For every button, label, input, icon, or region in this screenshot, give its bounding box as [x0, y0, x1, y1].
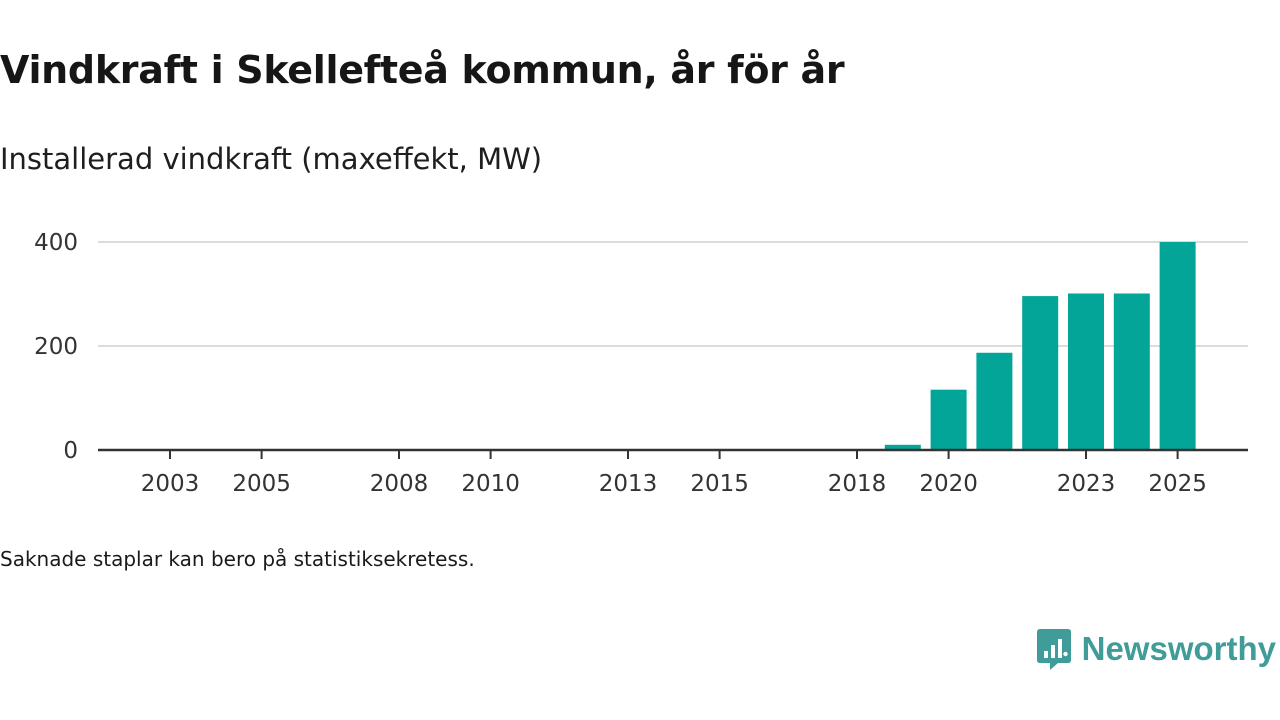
bar-2020	[930, 389, 967, 450]
x-tick-label-2018: 2018	[828, 471, 887, 497]
y-tick-label-200: 200	[34, 334, 78, 360]
brand-logo: Newsworthy	[1036, 627, 1276, 671]
bar-2024	[1113, 293, 1150, 450]
y-tick-label-400: 400	[34, 230, 78, 256]
x-tick-label-2020: 2020	[919, 471, 978, 497]
y-tick-label-0: 0	[63, 438, 78, 464]
chart-title: Vindkraft i Skellefteå kommun, år för år	[0, 48, 845, 92]
x-tick-label-2023: 2023	[1057, 471, 1116, 497]
footnote: Saknade staplar kan bero på statistiksek…	[0, 547, 475, 571]
x-tick-label-2025: 2025	[1148, 471, 1207, 497]
x-tick-label-2008: 2008	[370, 471, 429, 497]
brand-name: Newsworthy	[1081, 630, 1276, 667]
bar-2021	[976, 352, 1013, 450]
bar-2025	[1159, 242, 1196, 450]
newsworthy-logo-icon	[1036, 629, 1071, 670]
bar-chart: 0 200 400 2003 2005 2008 2010 2013 2015 2018 2020 2…	[34, 230, 1248, 497]
x-tick-label-2013: 2013	[599, 471, 658, 497]
x-tick-label-2005: 2005	[232, 471, 291, 497]
x-tick-label-2010: 2010	[461, 471, 520, 497]
bar-2023	[1068, 293, 1104, 450]
x-tick-label-2003: 2003	[141, 471, 200, 497]
x-tick-label-2015: 2015	[690, 471, 749, 497]
bar-2019	[884, 444, 921, 450]
chart-subtitle: Installerad vindkraft (maxeffekt, MW)	[0, 142, 543, 176]
bar-2022	[1022, 296, 1059, 450]
